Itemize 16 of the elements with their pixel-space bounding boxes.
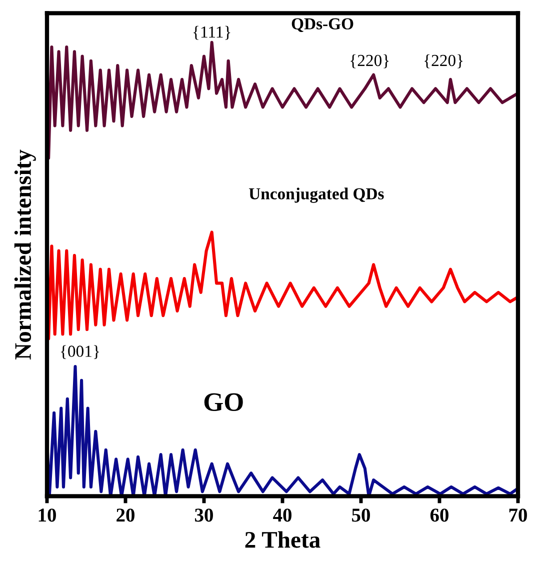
x-tick-label: 10 (38, 508, 56, 522)
series-label: GO (204, 393, 243, 412)
annotation: {220} (350, 54, 389, 68)
annotation: {001} (60, 345, 99, 359)
annotation: {111} (193, 26, 230, 40)
x-tick-label: 40 (273, 508, 292, 522)
x-tick-label: 60 (430, 508, 448, 522)
y-axis-title: Normalized intensity (14, 150, 36, 360)
x-tick-label: 70 (509, 508, 527, 522)
x-tick-label: 50 (352, 508, 370, 522)
x-tick-label: 20 (116, 508, 134, 522)
x-tick-label: 30 (195, 508, 213, 522)
text: Unconjugated QDs (248, 188, 384, 203)
text: QDs-GO (292, 18, 354, 32)
annotation: {220} (424, 54, 463, 68)
x-axis-title: 2 Theta (245, 531, 320, 548)
